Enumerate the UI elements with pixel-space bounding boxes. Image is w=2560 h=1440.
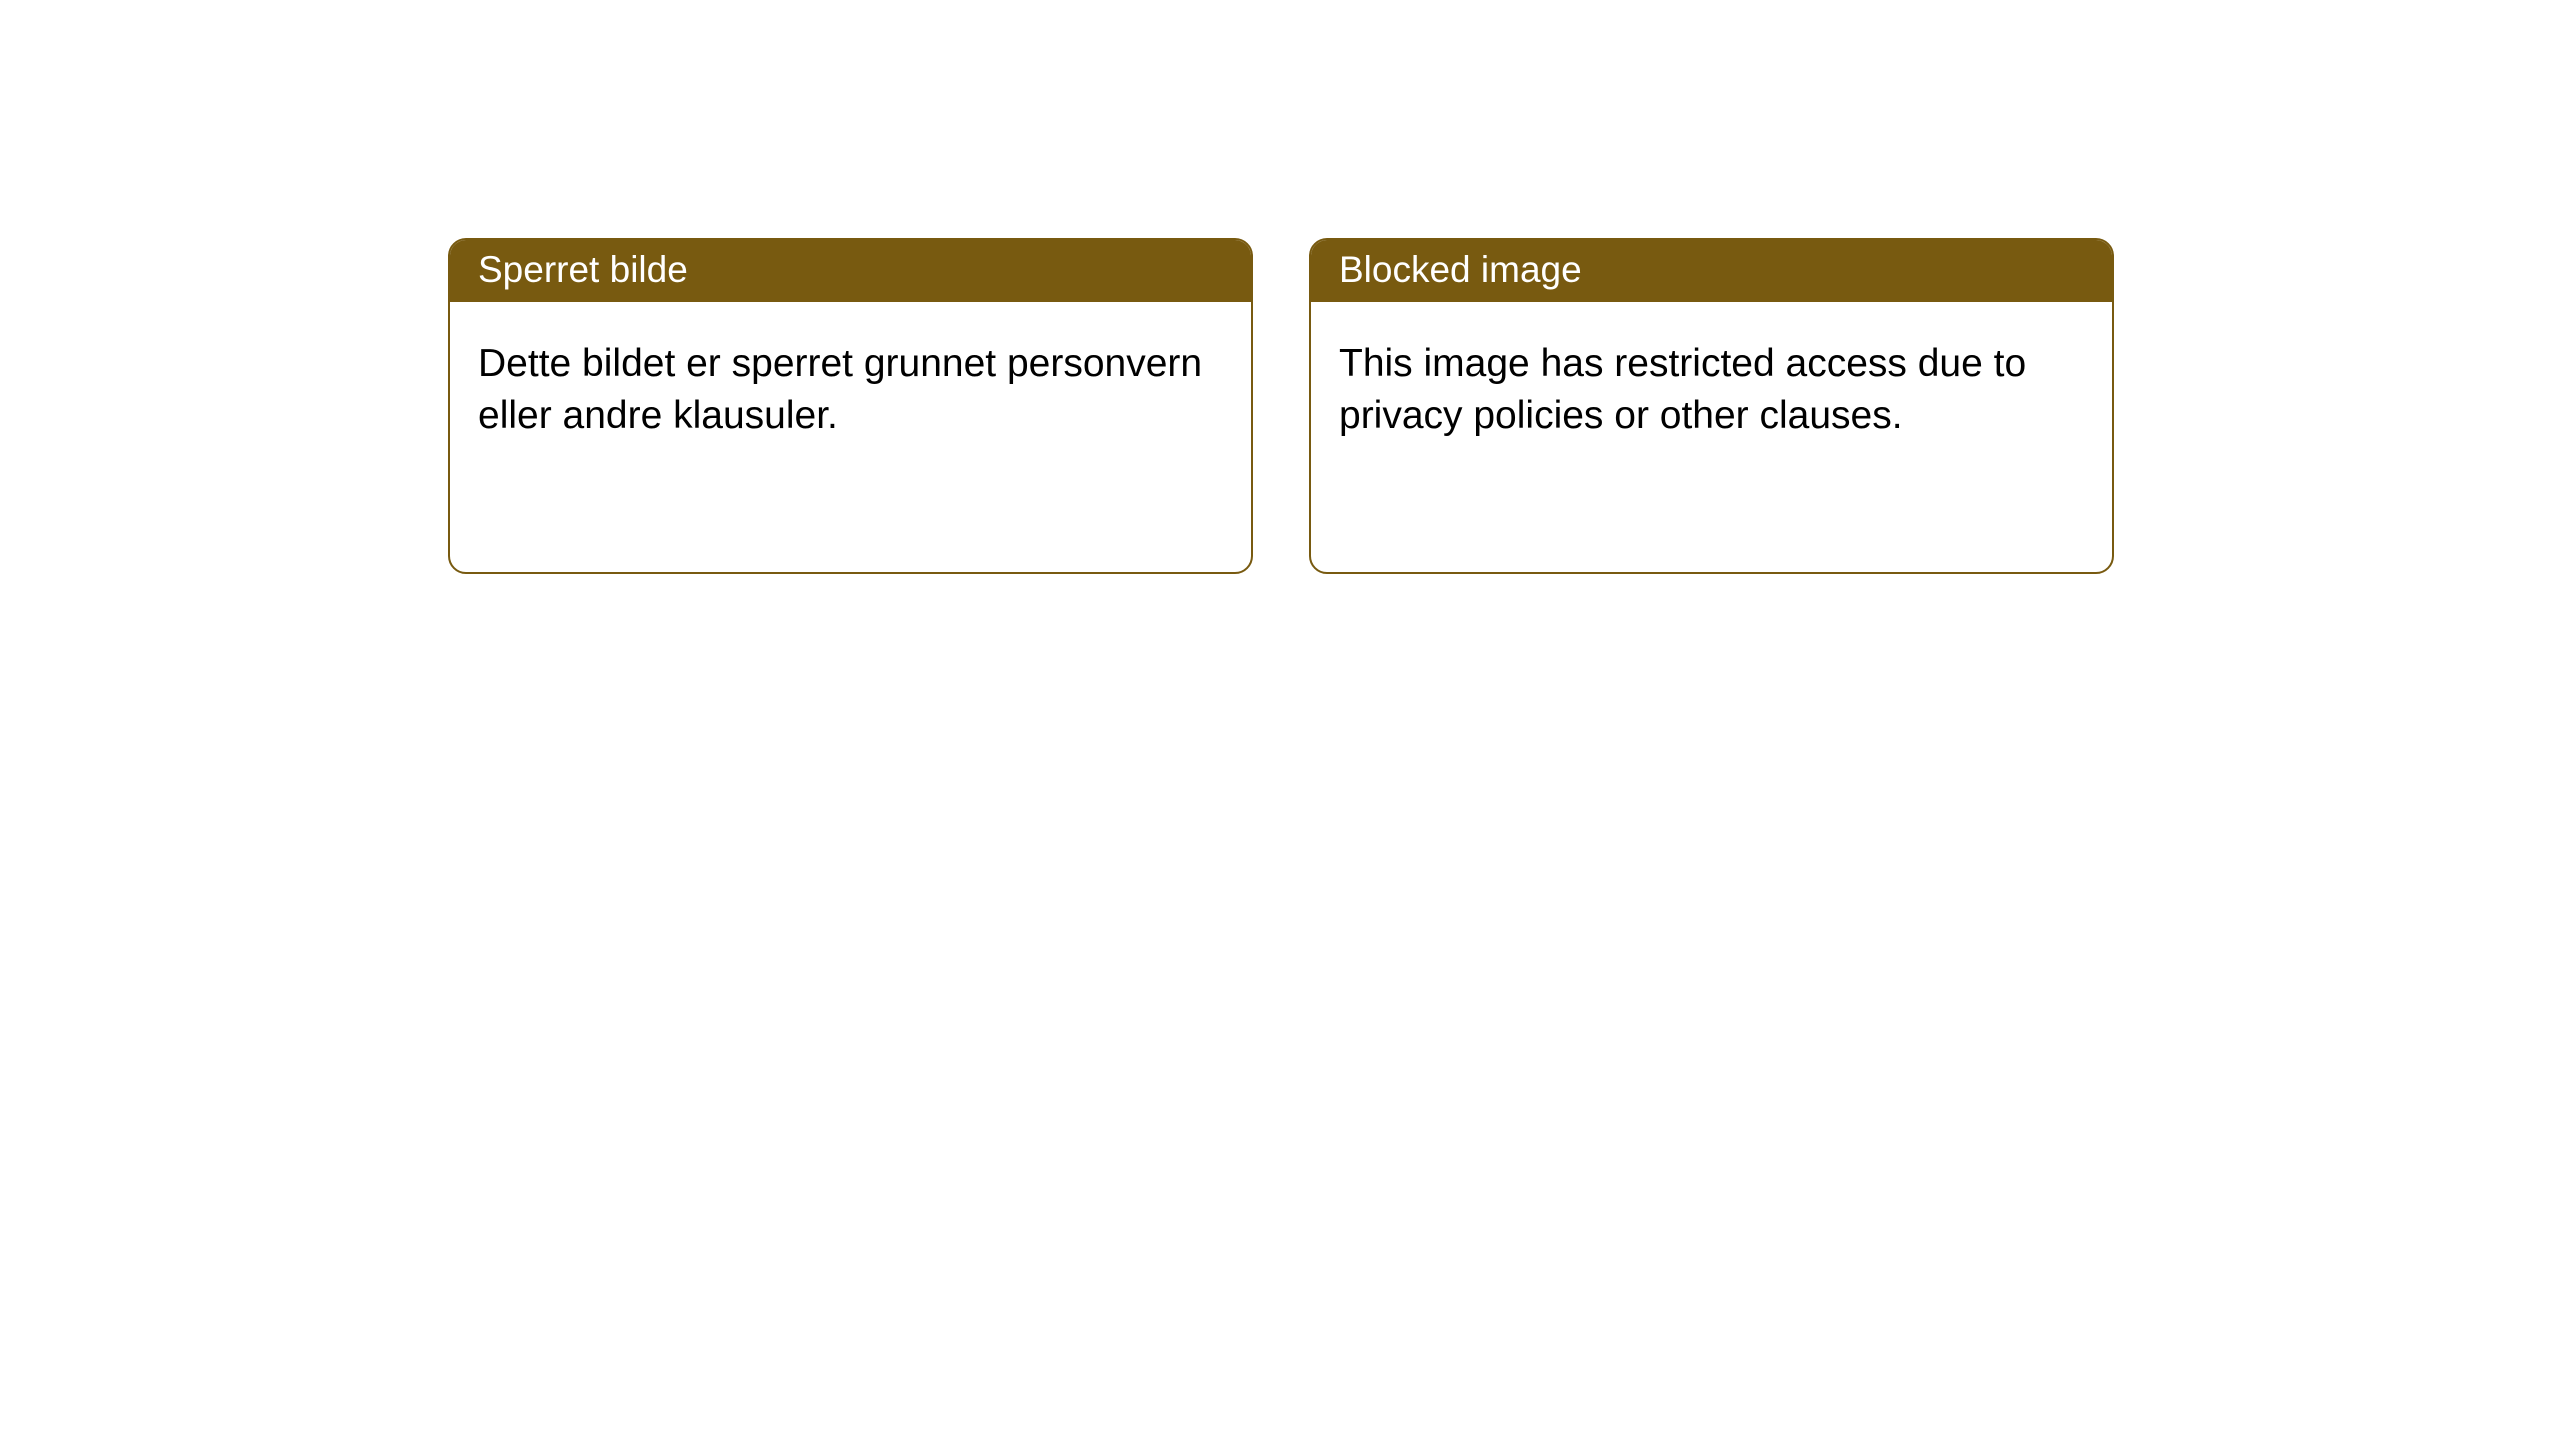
notice-header: Sperret bilde — [450, 240, 1251, 302]
notice-header: Blocked image — [1311, 240, 2112, 302]
notice-body: Dette bildet er sperret grunnet personve… — [450, 302, 1251, 470]
notice-card-norwegian: Sperret bilde Dette bildet er sperret gr… — [448, 238, 1253, 574]
notice-title: Blocked image — [1339, 249, 1582, 290]
notice-body: This image has restricted access due to … — [1311, 302, 2112, 470]
notice-container: Sperret bilde Dette bildet er sperret gr… — [0, 0, 2560, 574]
notice-card-english: Blocked image This image has restricted … — [1309, 238, 2114, 574]
notice-title: Sperret bilde — [478, 249, 688, 290]
notice-message: This image has restricted access due to … — [1339, 342, 2026, 437]
notice-message: Dette bildet er sperret grunnet personve… — [478, 342, 1202, 437]
